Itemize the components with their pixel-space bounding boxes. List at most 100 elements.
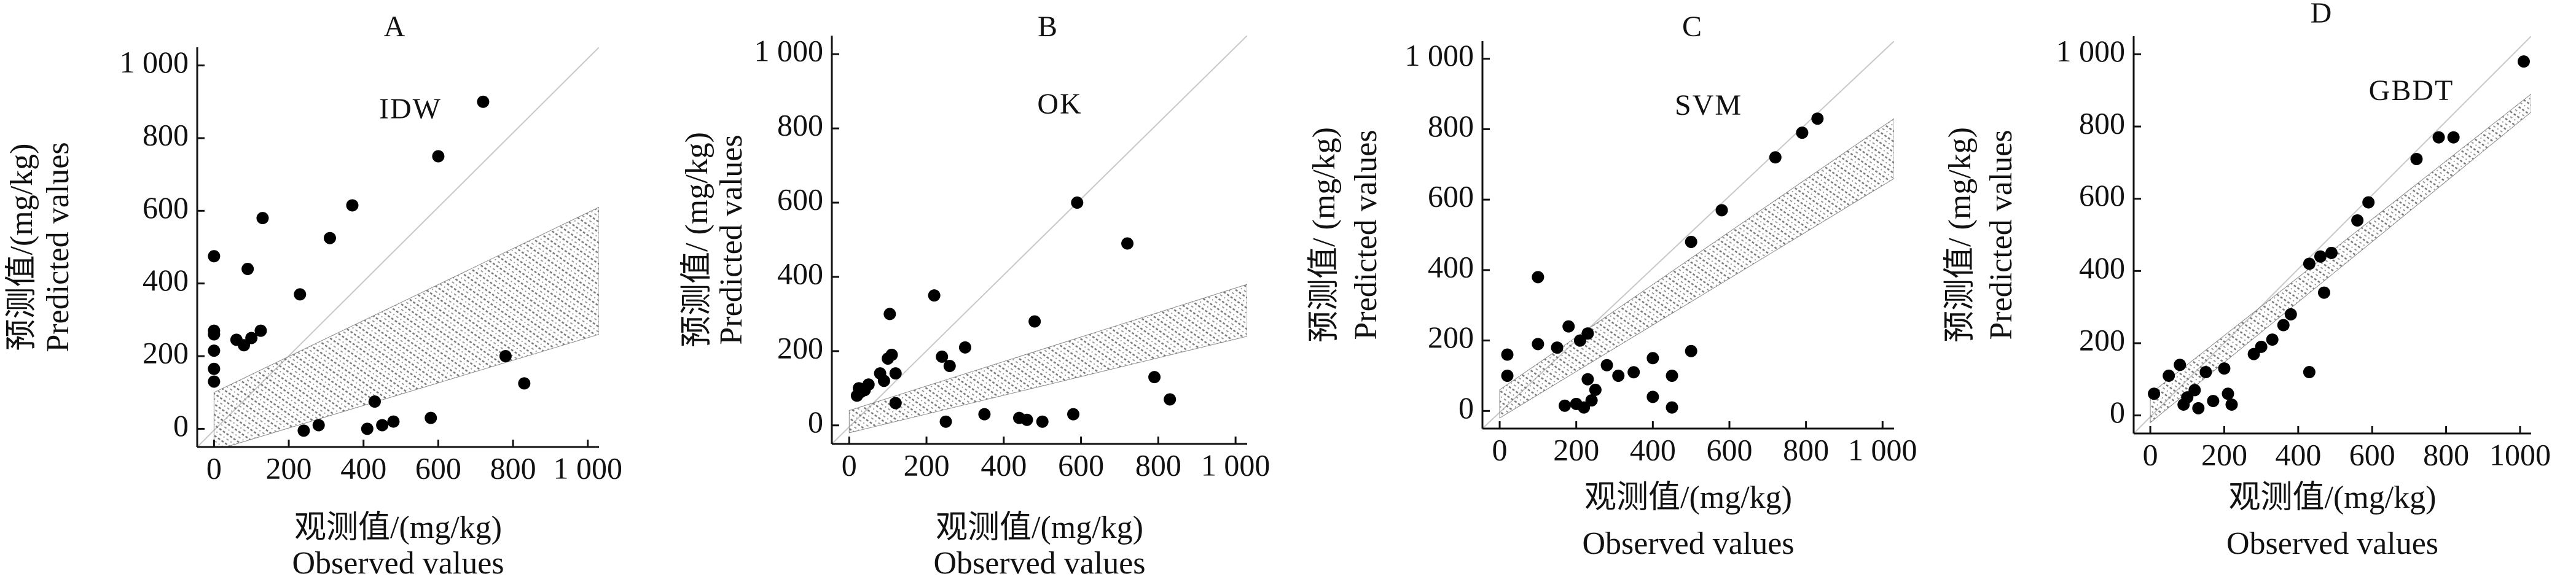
data-point — [1715, 204, 1728, 217]
y-axis-label: 预测值/(mg/kg) — [4, 144, 39, 351]
y-tick-label: 400 — [2079, 251, 2125, 285]
x-tick-label: 0 — [1492, 432, 1508, 467]
data-point — [862, 378, 875, 391]
y-tick-label: 400 — [143, 263, 189, 297]
data-point — [2199, 366, 2212, 379]
y-tick-label: 800 — [1428, 109, 1474, 143]
data-point — [499, 350, 512, 363]
x-tick-label: 600 — [1707, 432, 1753, 467]
panel-title: C — [1682, 10, 1702, 43]
data-point — [2303, 366, 2316, 379]
model-label: IDW — [379, 93, 442, 125]
data-point — [1071, 196, 1084, 209]
data-point — [1121, 237, 1134, 250]
data-point — [254, 324, 267, 337]
data-point — [1148, 371, 1161, 384]
data-point — [1589, 383, 1602, 396]
data-point — [241, 263, 254, 276]
data-point — [208, 344, 221, 357]
data-point — [1036, 415, 1049, 428]
x-tick-label: 1 000 — [553, 451, 622, 485]
data-point — [2148, 387, 2161, 400]
data-point — [2277, 319, 2290, 332]
data-point — [256, 212, 269, 225]
panel: 0 200 400 600 800 1 000 0 200 400 600 800 1 000 A IDW… — [4, 10, 622, 579]
data-point — [1685, 344, 1697, 357]
data-point — [208, 250, 221, 263]
data-point — [2362, 196, 2375, 209]
data-point — [1020, 413, 1033, 426]
x-tick-label: 200 — [1553, 432, 1599, 467]
data-point — [2284, 308, 2297, 321]
data-point — [346, 199, 359, 212]
data-point — [1532, 271, 1544, 284]
data-point — [2410, 152, 2423, 165]
data-point — [1811, 112, 1824, 125]
panel: 0 200 400 600 800 1 000 0 200 400 600 800 1 000 B OK 预… — [679, 10, 1270, 579]
y-tick-label: 200 — [143, 336, 189, 370]
confidence-band — [213, 206, 599, 447]
x-axis-label: Observed values — [933, 546, 1145, 579]
confidence-band — [1499, 118, 1894, 419]
y-tick-label: 600 — [2079, 178, 2125, 212]
data-point — [877, 375, 890, 387]
x-tick-label: 1 000 — [1848, 432, 1917, 467]
data-point — [297, 424, 310, 437]
x-tick-label: 800 — [490, 451, 536, 485]
data-point — [1646, 352, 1659, 365]
data-point — [1646, 391, 1659, 403]
data-point — [294, 288, 307, 301]
data-point — [2225, 398, 2238, 411]
y-axis-label: Predicted values — [41, 142, 76, 352]
data-point — [2255, 340, 2268, 353]
x-tick-label: 400 — [1630, 432, 1676, 467]
data-point — [518, 377, 531, 390]
data-point — [1627, 366, 1640, 379]
data-point — [1164, 393, 1176, 406]
y-tick-label: 600 — [777, 182, 823, 217]
y-tick-label: 1 000 — [1405, 38, 1474, 72]
x-axis-label: Observed values — [2226, 526, 2438, 561]
data-point — [477, 95, 490, 108]
data-point — [1581, 327, 1594, 340]
data-point — [323, 231, 336, 244]
data-point — [1612, 369, 1625, 382]
y-tick-label: 800 — [143, 117, 189, 152]
data-point — [2163, 369, 2175, 382]
data-point — [2207, 395, 2220, 408]
data-point — [978, 408, 991, 421]
x-tick-label: 600 — [1058, 448, 1104, 482]
data-point — [2314, 250, 2327, 263]
y-tick-label: 200 — [2079, 322, 2125, 357]
y-tick-label: 400 — [1428, 249, 1474, 284]
x-tick-label: 0 — [2143, 437, 2158, 472]
data-point — [361, 422, 374, 435]
y-tick-label: 0 — [1458, 391, 1474, 425]
y-tick-label: 200 — [1428, 320, 1474, 354]
data-point — [432, 150, 445, 163]
data-point — [885, 348, 898, 361]
data-point — [1666, 369, 1678, 382]
x-tick-label: 200 — [2201, 437, 2247, 472]
data-point — [2517, 55, 2530, 68]
x-tick-label: 800 — [2423, 437, 2469, 472]
y-tick-label: 1 000 — [754, 34, 824, 68]
y-tick-label: 0 — [808, 405, 823, 439]
y-tick-label: 800 — [777, 108, 823, 142]
data-point — [1600, 359, 1613, 371]
data-point — [958, 341, 971, 354]
y-axis-label: Predicted values — [714, 134, 749, 344]
y-tick-label: 800 — [2079, 106, 2125, 141]
x-axis-label: Observed values — [292, 546, 504, 579]
y-axis-label: 预测值/ (mg/kg) — [1943, 127, 1978, 343]
data-point — [387, 415, 400, 428]
y-tick-label: 600 — [1428, 179, 1474, 214]
data-point — [883, 308, 896, 321]
confidence-band — [2150, 93, 2531, 424]
y-tick-label: 600 — [143, 190, 189, 225]
model-label: SVM — [1675, 89, 1742, 122]
data-point — [208, 362, 221, 375]
data-point — [2317, 286, 2330, 299]
model-label: OK — [1037, 88, 1082, 120]
